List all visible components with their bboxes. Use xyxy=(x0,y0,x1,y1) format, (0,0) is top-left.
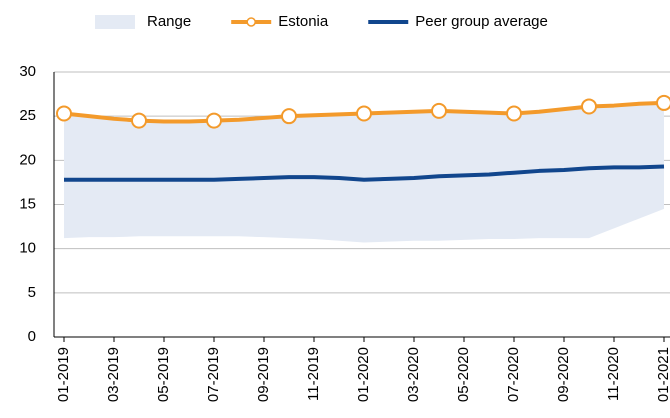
y-tick-label: 15 xyxy=(19,195,36,212)
series-line xyxy=(64,164,665,182)
y-tick-label: 20 xyxy=(19,151,36,168)
y-tick-label: 0 xyxy=(28,328,36,345)
x-tick-label: 11-2020 xyxy=(605,347,622,401)
x-tick-label: 05-2020 xyxy=(455,347,472,402)
x-tick-label: 01-2019 xyxy=(55,347,72,402)
legend-item: Peer group average xyxy=(368,13,548,30)
x-tick-label: 09-2020 xyxy=(555,347,572,402)
x-tick-label: 05-2019 xyxy=(155,347,172,402)
y-tick-label: 5 xyxy=(28,284,36,301)
marker xyxy=(506,105,522,122)
y-tick-label: 25 xyxy=(19,107,36,124)
legend-item: Range xyxy=(95,13,191,30)
x-tick-label: 07-2020 xyxy=(505,347,522,402)
marker xyxy=(131,112,147,129)
range-band xyxy=(64,102,664,243)
x-tick-label: 03-2020 xyxy=(405,347,422,402)
marker xyxy=(431,102,447,119)
x-tick-label: 01-2021 xyxy=(655,347,670,402)
marker xyxy=(281,108,297,125)
legend-item: Estonia xyxy=(231,13,329,30)
legend-label: Range xyxy=(147,13,191,30)
y-tick-label: 10 xyxy=(19,240,36,257)
legend-label: Estonia xyxy=(278,13,329,30)
marker xyxy=(581,98,597,115)
marker xyxy=(356,105,372,122)
legend-swatch xyxy=(95,15,135,29)
marker xyxy=(56,105,72,122)
marker xyxy=(206,112,222,129)
y-tick-label: 30 xyxy=(19,63,36,80)
x-tick-label: 03-2019 xyxy=(105,347,122,402)
x-tick-label: 01-2020 xyxy=(355,347,372,402)
x-tick-label: 11-2019 xyxy=(305,347,322,401)
x-tick-label: 07-2019 xyxy=(205,347,222,402)
legend-marker xyxy=(246,17,256,27)
marker xyxy=(656,94,670,111)
legend-label: Peer group average xyxy=(415,13,548,30)
x-tick-label: 09-2019 xyxy=(255,347,272,402)
